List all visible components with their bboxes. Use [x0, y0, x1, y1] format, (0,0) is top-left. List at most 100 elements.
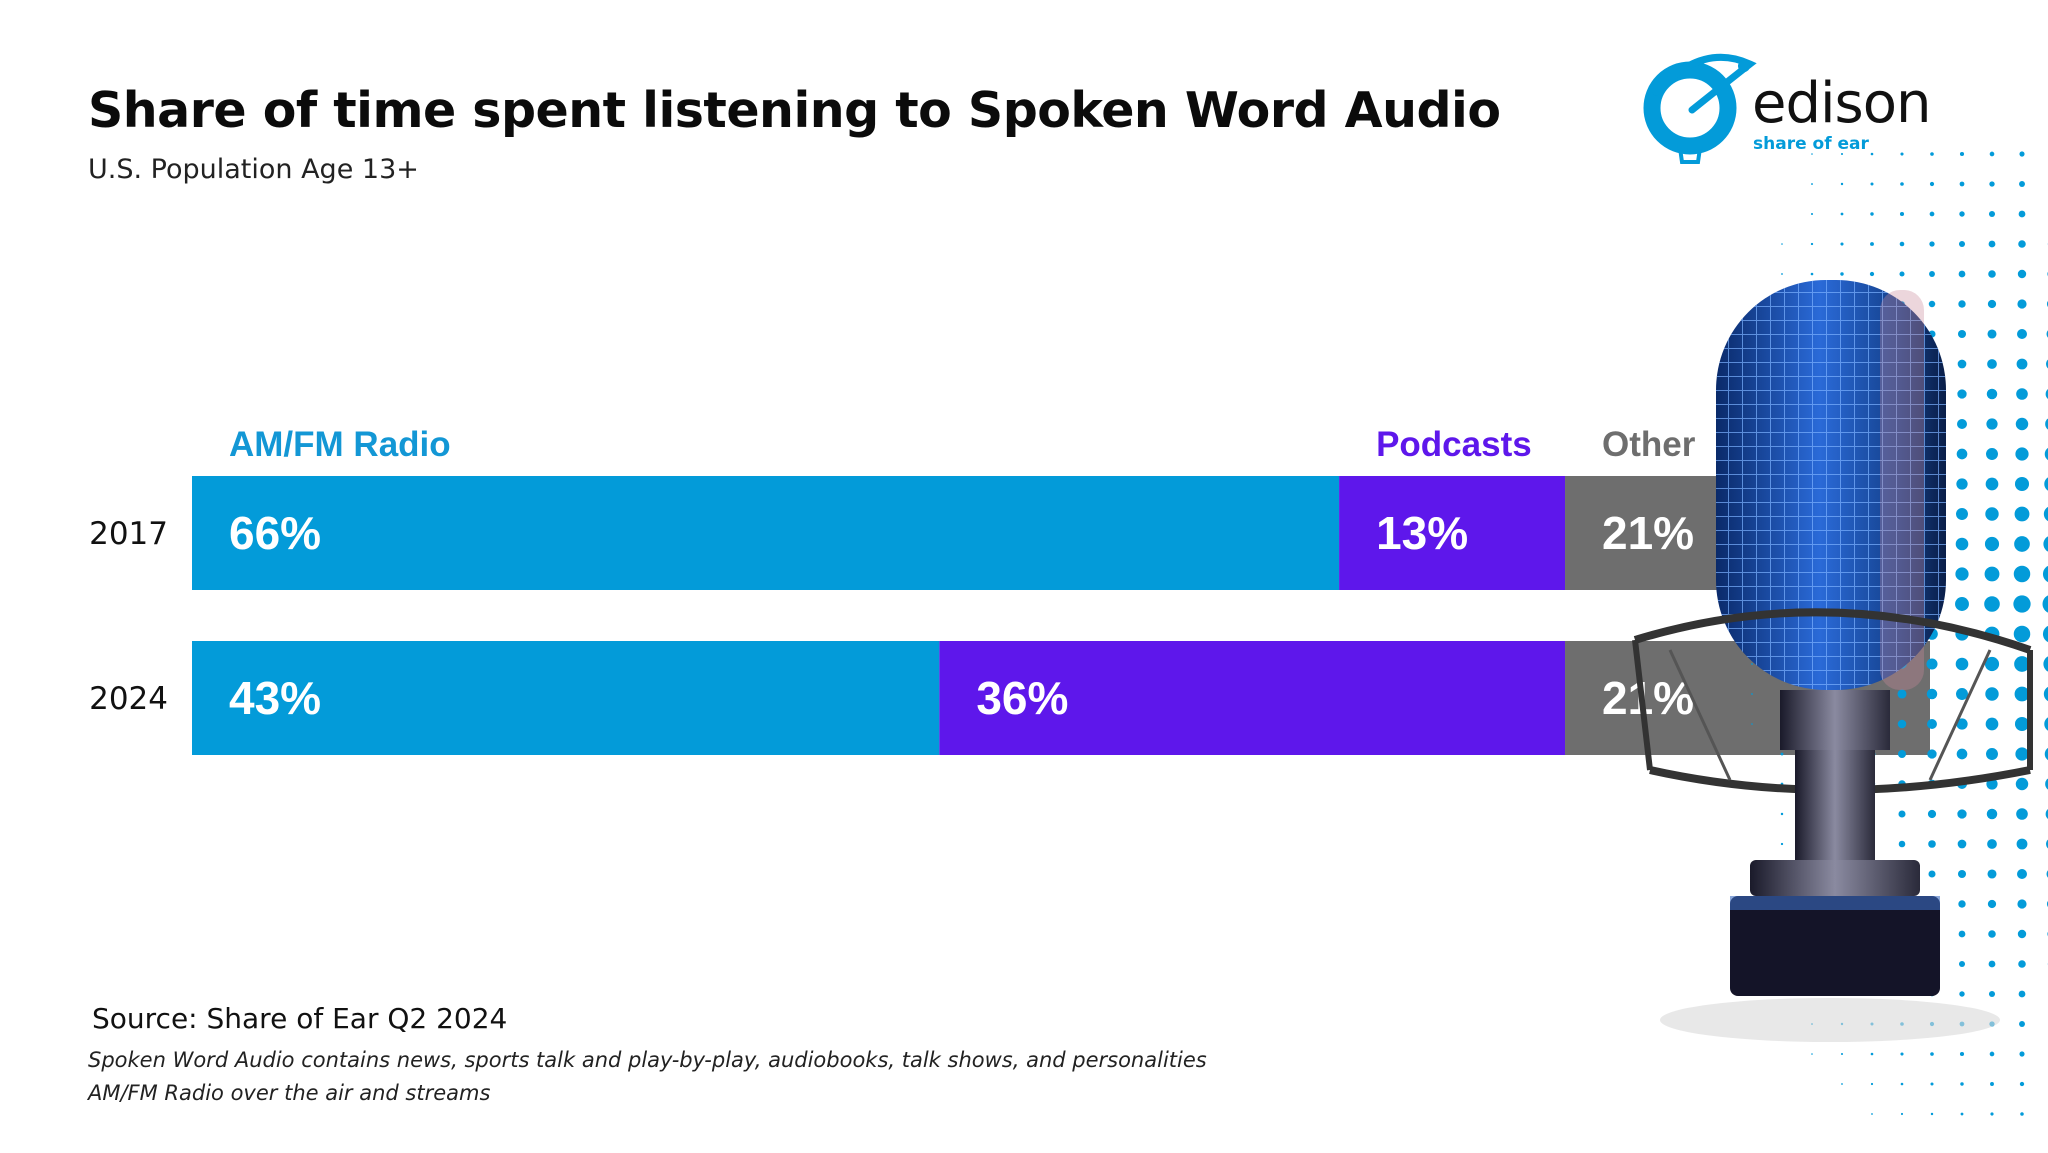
pattern-dot [2044, 447, 2048, 461]
category-label-2024: 2024 [89, 681, 168, 717]
data-label-am-fm-radio-2017: 66% [229, 507, 321, 559]
pattern-dot [1751, 693, 1753, 695]
pattern-dot [2013, 625, 2031, 643]
pattern-dot [2043, 686, 2048, 702]
pattern-dot [2018, 960, 2026, 968]
pattern-dot [1899, 271, 1905, 277]
pattern-dot [2018, 990, 2026, 998]
data-label-podcasts-2017: 13% [1376, 507, 1468, 559]
pattern-dot [1986, 418, 1998, 430]
pattern-dot [1990, 1112, 1994, 1116]
chart-subtitle: U.S. Population Age 13+ [88, 154, 419, 185]
pattern-dot [1985, 687, 1999, 701]
pattern-dot [1960, 1112, 1964, 1116]
radio-note: AM/FM Radio over the air and streams [88, 1081, 491, 1105]
pattern-dot [1780, 752, 1784, 756]
pattern-dot [2017, 869, 2027, 879]
pattern-dot [2017, 329, 2027, 339]
pattern-dot [1989, 151, 1995, 157]
pattern-dot [1960, 1082, 1964, 1086]
pattern-dot [2017, 269, 2027, 279]
pattern-dot [1956, 448, 1968, 460]
data-label-other-2017: 21% [1602, 507, 1694, 559]
pattern-dot [1955, 537, 1969, 551]
pattern-dot [1985, 717, 1999, 731]
bar-segment-am-fm-radio-2017 [192, 476, 1340, 590]
pattern-dot [2045, 809, 2048, 819]
pattern-dot [1870, 182, 1874, 186]
pattern-dot [1870, 1052, 1874, 1056]
pattern-dot [1985, 507, 1999, 521]
pattern-dot [1957, 419, 1967, 429]
pattern-dot [2042, 565, 2048, 583]
pattern-dot [2043, 506, 2048, 522]
pattern-dot [1958, 300, 1966, 308]
pattern-dot [2043, 656, 2048, 672]
pattern-dot [2045, 418, 2048, 430]
pattern-dot [1930, 152, 1934, 156]
pattern-dot [1900, 152, 1904, 156]
pattern-dot [1987, 869, 1997, 879]
pattern-dot [1956, 508, 1968, 520]
pattern-dot [1898, 840, 1906, 848]
microphone-icon [1632, 280, 2033, 1042]
pattern-dot [2017, 299, 2027, 309]
legend-label-am-fm-radio: AM/FM Radio [229, 425, 451, 464]
pattern-dot [1984, 596, 2000, 612]
pattern-dot [1958, 270, 1966, 278]
pattern-dot [1810, 242, 1814, 246]
pattern-dot [2018, 240, 2026, 248]
pattern-dot [1987, 299, 1997, 309]
bar-segment-podcasts-2017 [1339, 476, 1566, 590]
pattern-dot [1926, 658, 1938, 670]
pattern-dot [1841, 1083, 1843, 1085]
pattern-dot [1927, 749, 1937, 759]
pattern-dot [1959, 211, 1965, 217]
pattern-dot [1781, 273, 1783, 275]
pattern-dot [2042, 625, 2048, 643]
pattern-dot [1869, 271, 1875, 277]
pattern-dot [1900, 1112, 1904, 1116]
pattern-dot [1957, 329, 1967, 339]
pattern-dot [1988, 240, 1996, 248]
pattern-dot [1959, 151, 1965, 157]
pattern-dot [2019, 151, 2025, 157]
logo-wordmark: edison [1752, 71, 1931, 136]
pattern-dot [1898, 810, 1906, 818]
pattern-dot [2044, 477, 2048, 491]
pattern-dot [2019, 1081, 2025, 1087]
pattern-dot [1958, 240, 1966, 248]
pattern-dot [1811, 183, 1813, 185]
pattern-dot [1986, 748, 1998, 760]
pattern-dot [1958, 960, 1966, 968]
pattern-dot [2014, 506, 2030, 522]
pattern-dot [2014, 716, 2030, 732]
pattern-dot [2016, 358, 2028, 370]
pattern-dot [1930, 1112, 1934, 1116]
bar-segment-am-fm-radio-2024 [192, 641, 940, 755]
pattern-dot [1811, 153, 1813, 155]
pattern-dot [1900, 182, 1904, 186]
pattern-dot [1929, 211, 1935, 217]
pattern-dot [1810, 212, 1814, 216]
pattern-dot [1810, 272, 1814, 276]
pattern-dot [1930, 1052, 1934, 1056]
pattern-dot [1955, 657, 1969, 671]
pattern-dot [2015, 777, 2029, 791]
pattern-dot [1955, 597, 1969, 611]
pattern-dot [1988, 990, 1996, 998]
bar-segment-podcasts-2024 [939, 641, 1566, 755]
pattern-dot [2014, 656, 2030, 672]
pattern-dot [1984, 536, 2000, 552]
pattern-dot [1870, 152, 1874, 156]
pattern-dot [2016, 388, 2028, 400]
pattern-dot [2019, 181, 2025, 187]
pattern-dot [1870, 1082, 1874, 1086]
pattern-dot [1956, 478, 1968, 490]
pattern-dot [1840, 1052, 1844, 1056]
pattern-dot [1928, 300, 1936, 308]
pattern-dot [1956, 718, 1968, 730]
pattern-dot [2017, 899, 2027, 909]
pattern-dot [1984, 656, 2000, 672]
